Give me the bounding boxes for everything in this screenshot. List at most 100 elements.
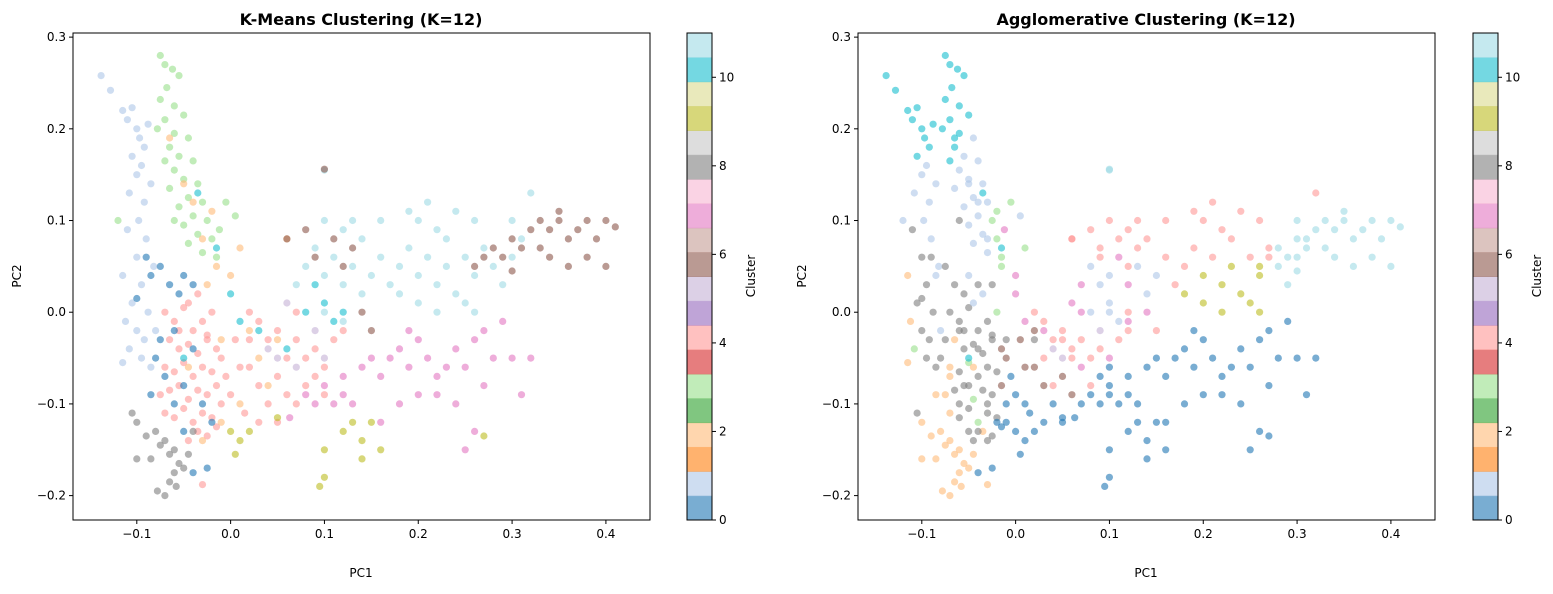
data-point-cluster-9 [273, 414, 282, 422]
data-point-cluster-10 [311, 281, 319, 289]
data-point-cluster-1 [927, 235, 935, 243]
data-point-cluster-6 [367, 327, 375, 335]
data-point-cluster-3 [156, 95, 164, 104]
data-point-cluster-3 [175, 152, 183, 160]
data-point-cluster-11 [424, 198, 432, 206]
data-point-cluster-0 [1256, 427, 1264, 435]
data-point-cluster-11 [320, 308, 328, 316]
data-point-cluster-8 [988, 331, 996, 339]
data-point-cluster-3 [175, 203, 183, 211]
data-point-cluster-7 [1000, 226, 1009, 234]
data-point-cluster-1 [119, 271, 127, 280]
data-point-cluster-2 [927, 432, 935, 440]
data-point-cluster-1 [128, 104, 136, 112]
data-point-cluster-4 [255, 418, 263, 426]
data-point-cluster-10 [925, 143, 933, 151]
data-point-cluster-6 [583, 216, 591, 225]
data-point-cluster-3 [184, 239, 192, 247]
data-point-cluster-7 [508, 354, 516, 362]
data-point-cluster-1 [133, 125, 141, 133]
data-point-cluster-0 [1302, 391, 1311, 399]
y-tick-label: 0.2 [47, 122, 66, 136]
data-point-cluster-4 [1124, 226, 1132, 234]
data-point-cluster-6 [1030, 363, 1038, 371]
data-point-cluster-11 [1349, 235, 1357, 243]
data-point-cluster-11 [452, 207, 460, 215]
agglomerative-colorbar: 0 2 4 6 8 10 [1472, 32, 1520, 527]
data-point-cluster-10 [904, 106, 912, 115]
data-point-cluster-4 [194, 290, 202, 298]
data-point-cluster-8 [965, 404, 973, 413]
data-point-cluster-6 [1016, 336, 1024, 344]
data-point-cluster-0 [988, 464, 996, 472]
data-point-cluster-8 [156, 441, 164, 449]
data-point-cluster-0 [1105, 382, 1113, 390]
y-tick-label: −0.2 [822, 489, 851, 503]
data-point-cluster-4 [1190, 207, 1198, 215]
data-point-cluster-11 [1359, 226, 1367, 234]
data-point-cluster-11 [433, 281, 441, 289]
data-point-cluster-3 [212, 253, 221, 261]
data-point-cluster-8 [965, 382, 973, 390]
y-tick-label: −0.2 [37, 489, 66, 503]
data-point-cluster-0 [1030, 427, 1038, 435]
data-point-cluster-0 [142, 253, 150, 261]
data-point-cluster-4 [1030, 308, 1038, 316]
data-point-cluster-3 [993, 308, 1001, 316]
data-point-cluster-4 [1237, 207, 1245, 215]
data-point-cluster-11 [1293, 235, 1301, 243]
agglomerative-ylabel: PC2 [795, 264, 809, 287]
data-point-cluster-0 [1105, 391, 1113, 399]
data-point-cluster-10 [997, 244, 1006, 252]
data-point-cluster-1 [910, 189, 918, 197]
data-point-cluster-1 [128, 299, 136, 307]
data-point-cluster-6 [1040, 382, 1048, 390]
data-point-cluster-7 [367, 354, 375, 362]
data-point-cluster-8 [974, 345, 982, 353]
data-point-cluster-3 [1021, 244, 1029, 252]
data-point-cluster-9 [1256, 271, 1264, 280]
data-point-cluster-4 [1265, 253, 1273, 261]
colorbar-tick-label: 0 [1505, 513, 1513, 527]
colorbar-band [1473, 154, 1498, 180]
data-point-cluster-9 [320, 473, 328, 481]
data-point-cluster-4 [1115, 235, 1123, 243]
data-point-cluster-8 [960, 345, 968, 353]
data-point-cluster-7 [499, 317, 507, 325]
data-point-cluster-4 [1134, 244, 1142, 252]
data-point-cluster-9 [245, 427, 253, 435]
data-point-cluster-11 [1293, 216, 1301, 225]
data-point-cluster-2 [951, 450, 959, 458]
data-point-cluster-11 [405, 244, 413, 252]
data-point-cluster-11 [424, 253, 432, 261]
data-point-cluster-0 [1256, 336, 1264, 344]
data-point-cluster-8 [142, 432, 150, 440]
data-point-cluster-4 [236, 363, 244, 371]
data-point-cluster-4 [1199, 216, 1207, 225]
data-point-cluster-8 [918, 253, 926, 261]
data-point-cluster-0 [1237, 345, 1245, 353]
colorbar-tick-label: 10 [719, 70, 734, 84]
data-point-cluster-4 [1134, 216, 1142, 225]
data-point-cluster-8 [988, 281, 996, 289]
data-point-cluster-0 [1199, 336, 1207, 344]
colorbar-band [1473, 373, 1498, 399]
data-point-cluster-0 [1049, 400, 1057, 408]
data-point-cluster-0 [1071, 414, 1079, 422]
data-point-cluster-10 [938, 125, 947, 133]
colorbar-band [687, 325, 712, 351]
data-point-cluster-10 [960, 72, 968, 80]
data-point-cluster-10 [236, 317, 244, 325]
data-point-cluster-8 [908, 226, 917, 234]
data-point-cluster-2 [918, 455, 926, 463]
data-point-cluster-1 [1134, 262, 1142, 270]
data-point-cluster-9 [1199, 271, 1207, 280]
data-point-cluster-9 [367, 418, 375, 426]
data-point-cluster-8 [960, 290, 968, 298]
data-point-cluster-1 [955, 166, 963, 174]
data-point-cluster-2 [983, 481, 992, 489]
data-point-cluster-4 [1152, 327, 1160, 335]
data-point-cluster-11 [433, 308, 441, 316]
data-point-cluster-2 [965, 464, 973, 472]
data-point-cluster-7 [286, 414, 294, 422]
